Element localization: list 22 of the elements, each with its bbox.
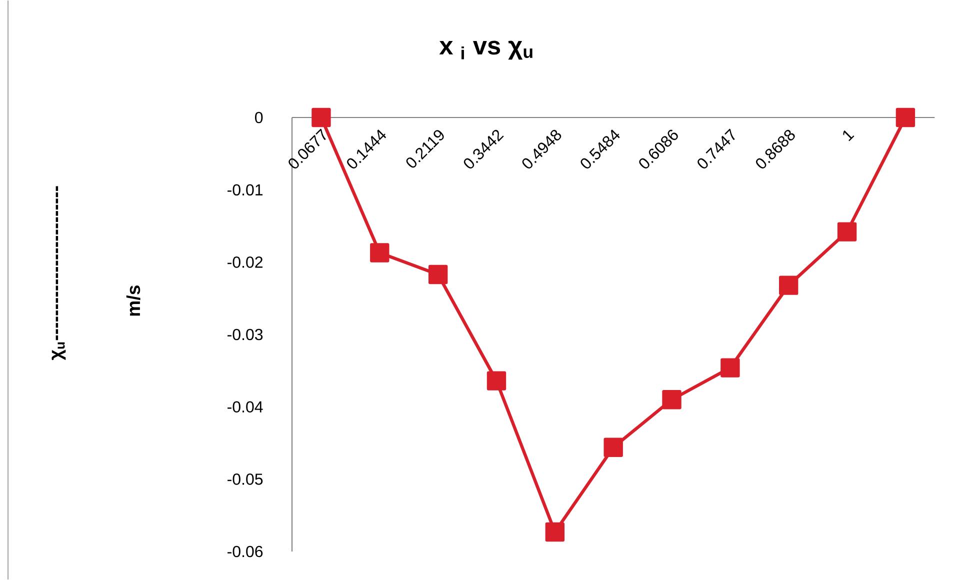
y-tick-label: -0.04 (228, 401, 263, 412)
text: χ$_{u}$------------------------- (52, 186, 66, 360)
y-tick-label: -0.03 (228, 328, 263, 340)
point (486, 371, 506, 390)
chart-title: x $_{i}$ vs χ$_{u}$ (439, 40, 532, 60)
y-tick-label: -0.06 (228, 546, 263, 558)
y-tick-label: 0 (255, 112, 263, 124)
y-tick-label: -0.01 (228, 184, 263, 196)
point (370, 243, 390, 262)
y-tick-label: -0.05 (228, 474, 263, 485)
text: m/s (126, 286, 140, 316)
point (312, 108, 331, 128)
point (779, 276, 798, 295)
point (720, 358, 740, 378)
x-tick-label: 1 (843, 130, 854, 142)
point (604, 438, 623, 457)
y-tick-label: -0.02 (228, 256, 262, 268)
point (662, 390, 682, 410)
point (896, 108, 916, 128)
point (428, 264, 448, 284)
point (837, 222, 857, 242)
point (545, 522, 565, 542)
